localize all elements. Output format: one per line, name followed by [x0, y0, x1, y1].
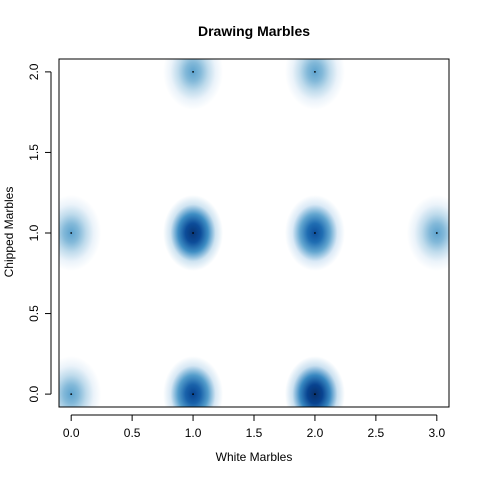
data-point: [435, 232, 438, 234]
x-tick-label: 2.5: [368, 426, 385, 440]
plot-frame: [58, 58, 450, 408]
density-blob: [59, 356, 102, 407]
density-blob: [163, 59, 224, 110]
density-blob: [406, 195, 449, 271]
y-axis-label: Chipped Marbles: [2, 187, 16, 278]
x-axis: 0.0 0.5 1.0 1.5 2.0 2.5 3.0: [63, 414, 445, 440]
chart-title: Drawing Marbles: [198, 23, 310, 39]
y-tick-label: 1.5: [27, 144, 41, 161]
density-blob: [284, 59, 345, 110]
x-tick-label: 0.0: [63, 426, 80, 440]
data-point: [192, 70, 194, 73]
y-tick-label: 0.0: [27, 385, 41, 402]
data-point: [192, 232, 194, 234]
x-tick-label: 0.5: [124, 426, 141, 440]
x-axis-label: White Marbles: [216, 450, 293, 464]
data-point: [314, 70, 316, 73]
data-point: [70, 393, 73, 396]
data-point: [314, 232, 316, 234]
x-tick-label: 1.5: [246, 426, 263, 440]
density-blob: [59, 195, 102, 271]
x-tick-label: 2.0: [307, 426, 324, 440]
x-tick-label: 1.0: [185, 426, 202, 440]
y-tick-label: 2.0: [27, 63, 41, 80]
plot-area: [59, 59, 449, 407]
density-blob: [163, 356, 224, 407]
y-tick-label: 0.5: [27, 305, 41, 322]
x-tick-label: 3.0: [428, 426, 445, 440]
y-axis: 0.0 0.5 1.0 1.5 2.0: [27, 63, 52, 402]
density-blob: [284, 356, 345, 407]
data-point: [70, 232, 73, 234]
data-point: [192, 393, 194, 396]
y-tick-label: 1.0: [27, 224, 41, 241]
data-point: [314, 393, 316, 396]
